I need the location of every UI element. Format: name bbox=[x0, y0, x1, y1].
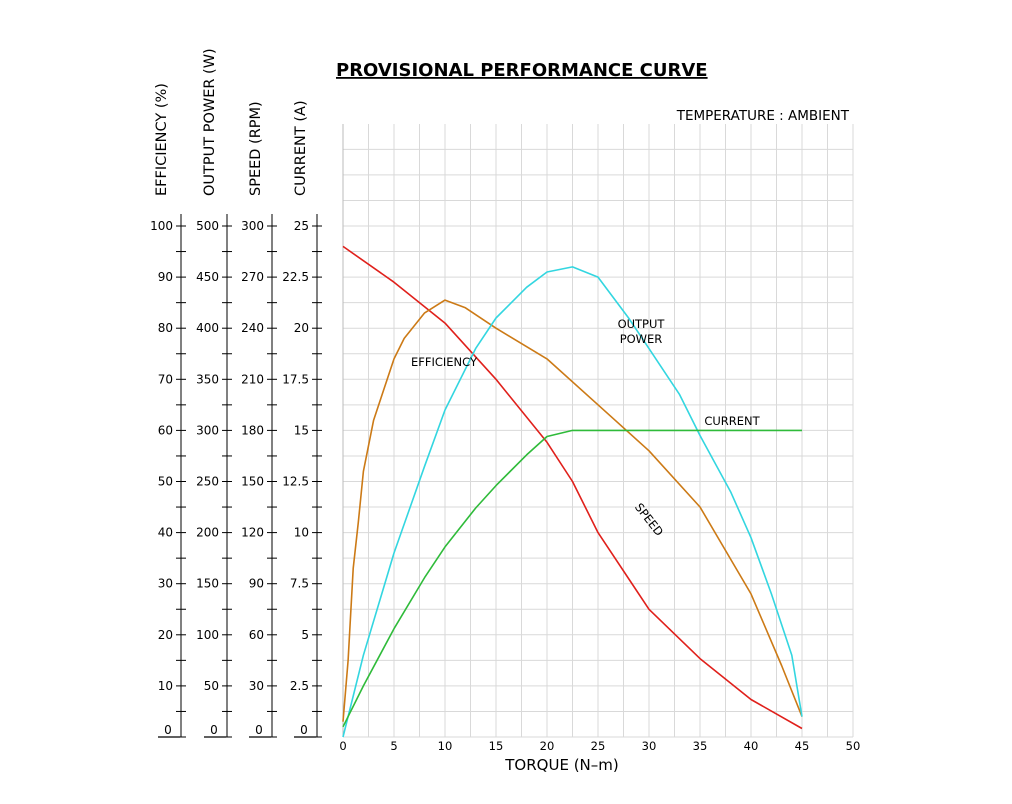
series-output-power-line bbox=[342, 266, 803, 738]
y-tick-label: 20 bbox=[294, 321, 309, 335]
y-tick-label: 270 bbox=[241, 270, 264, 284]
y-tick-label: 50 bbox=[158, 475, 173, 489]
y-tick-label: 350 bbox=[196, 372, 219, 386]
y-tick-label: 30 bbox=[249, 679, 264, 693]
y-tick-label: 40 bbox=[158, 526, 173, 540]
y-tick-label: 12.5 bbox=[282, 475, 309, 489]
y-tick-label: 10 bbox=[294, 526, 309, 540]
y-tick-label-zero: 0 bbox=[255, 723, 263, 737]
y-tick-label: 180 bbox=[241, 423, 264, 437]
x-tick-label: 15 bbox=[489, 739, 504, 753]
y-tick-label: 50 bbox=[204, 679, 219, 693]
x-tick-label: 5 bbox=[390, 739, 397, 753]
x-tick-label: 0 bbox=[339, 739, 346, 753]
x-tick-label: 25 bbox=[591, 739, 606, 753]
y-tick-label: 70 bbox=[158, 372, 173, 386]
y-tick-label-zero: 0 bbox=[300, 723, 308, 737]
y-tick-label: 22.5 bbox=[282, 270, 309, 284]
y-tick-label: 210 bbox=[241, 372, 264, 386]
y-tick-label: 90 bbox=[249, 577, 264, 591]
y-axis-label: OUTPUT POWER (W) bbox=[202, 48, 218, 196]
y-tick-label: 150 bbox=[196, 577, 219, 591]
x-tick-label: 45 bbox=[795, 739, 810, 753]
y-axis-label: EFFICIENCY (%) bbox=[154, 83, 170, 196]
y-tick-label: 15 bbox=[294, 423, 309, 437]
x-tick-label: 20 bbox=[540, 739, 555, 753]
x-tick-label: 40 bbox=[744, 739, 759, 753]
y-tick-label: 250 bbox=[196, 475, 219, 489]
x-tick-label: 50 bbox=[846, 739, 861, 753]
y-tick-label: 200 bbox=[196, 526, 219, 540]
y-axis-label: CURRENT (A) bbox=[293, 100, 309, 196]
y-tick-label: 17.5 bbox=[282, 372, 309, 386]
temperature-annotation: TEMPERATURE : AMBIENT bbox=[676, 108, 850, 124]
label-output: OUTPUT bbox=[618, 317, 666, 331]
chart-title: PROVISIONAL PERFORMANCE CURVE bbox=[336, 60, 708, 81]
series-lines bbox=[342, 245, 803, 738]
x-tick-label: 10 bbox=[438, 739, 453, 753]
y-tick-label: 80 bbox=[158, 321, 173, 335]
y-tick-label: 120 bbox=[241, 526, 264, 540]
y-tick-label: 500 bbox=[196, 219, 219, 233]
y-tick-label: 30 bbox=[158, 577, 173, 591]
label-current: CURRENT bbox=[704, 414, 760, 428]
y-tick-label: 240 bbox=[241, 321, 264, 335]
y-tick-label-zero: 0 bbox=[164, 723, 172, 737]
series-speed-line bbox=[342, 245, 803, 730]
series-efficiency-line bbox=[342, 299, 803, 722]
y-tick-label: 2.5 bbox=[290, 679, 309, 693]
y-tick-label: 400 bbox=[196, 321, 219, 335]
y-tick-label: 150 bbox=[241, 475, 264, 489]
y-tick-label: 25 bbox=[294, 219, 309, 233]
y-tick-label: 100 bbox=[196, 628, 219, 642]
y-tick-label: 10 bbox=[158, 679, 173, 693]
label-power: POWER bbox=[620, 332, 663, 346]
y-tick-label: 20 bbox=[158, 628, 173, 642]
label-efficiency: EFFICIENCY bbox=[411, 355, 478, 369]
y-tick-label: 450 bbox=[196, 270, 219, 284]
x-axis-label: TORQUE (N–m) bbox=[504, 756, 618, 774]
y-tick-label: 90 bbox=[158, 270, 173, 284]
y-tick-label: 300 bbox=[241, 219, 264, 233]
y-tick-label: 300 bbox=[196, 423, 219, 437]
y-tick-label: 5 bbox=[301, 628, 309, 642]
y-axis-label: SPEED (RPM) bbox=[248, 101, 264, 196]
series-current-line bbox=[342, 429, 802, 728]
y-tick-label: 7.5 bbox=[290, 577, 309, 591]
x-tick-label: 30 bbox=[642, 739, 657, 753]
y-tick-label: 100 bbox=[150, 219, 173, 233]
y-tick-label-zero: 0 bbox=[210, 723, 218, 737]
y-tick-label: 60 bbox=[158, 423, 173, 437]
x-tick-label: 35 bbox=[693, 739, 708, 753]
y-tick-label: 60 bbox=[249, 628, 264, 642]
